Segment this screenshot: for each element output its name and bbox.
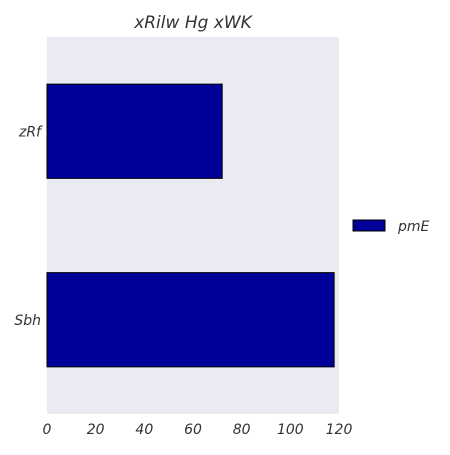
x-tick-label: 80 (233, 422, 251, 438)
x-tick-label: 100 (277, 422, 304, 438)
bars-group (46, 83, 335, 368)
bar-Sbh (46, 272, 335, 368)
x-tick-label: 120 (326, 422, 353, 438)
x-tick-label: 40 (135, 422, 153, 438)
legend-swatch (352, 219, 386, 232)
legend: pmE (352, 219, 430, 235)
x-tick-label: 0 (43, 422, 52, 438)
y-tick-labels: zRf Sbh (14, 124, 43, 329)
y-tick-label: zRf (18, 124, 43, 140)
x-tick-label: 20 (87, 422, 105, 438)
chart-title: xRilw Hg xWK (133, 13, 253, 33)
x-tick-labels: 0 20 40 60 80 100 120 (43, 422, 353, 438)
legend-label: pmE (397, 219, 430, 235)
y-tick-label: Sbh (14, 313, 41, 329)
x-tick-label: 60 (184, 422, 202, 438)
bar-zRf (46, 83, 223, 179)
